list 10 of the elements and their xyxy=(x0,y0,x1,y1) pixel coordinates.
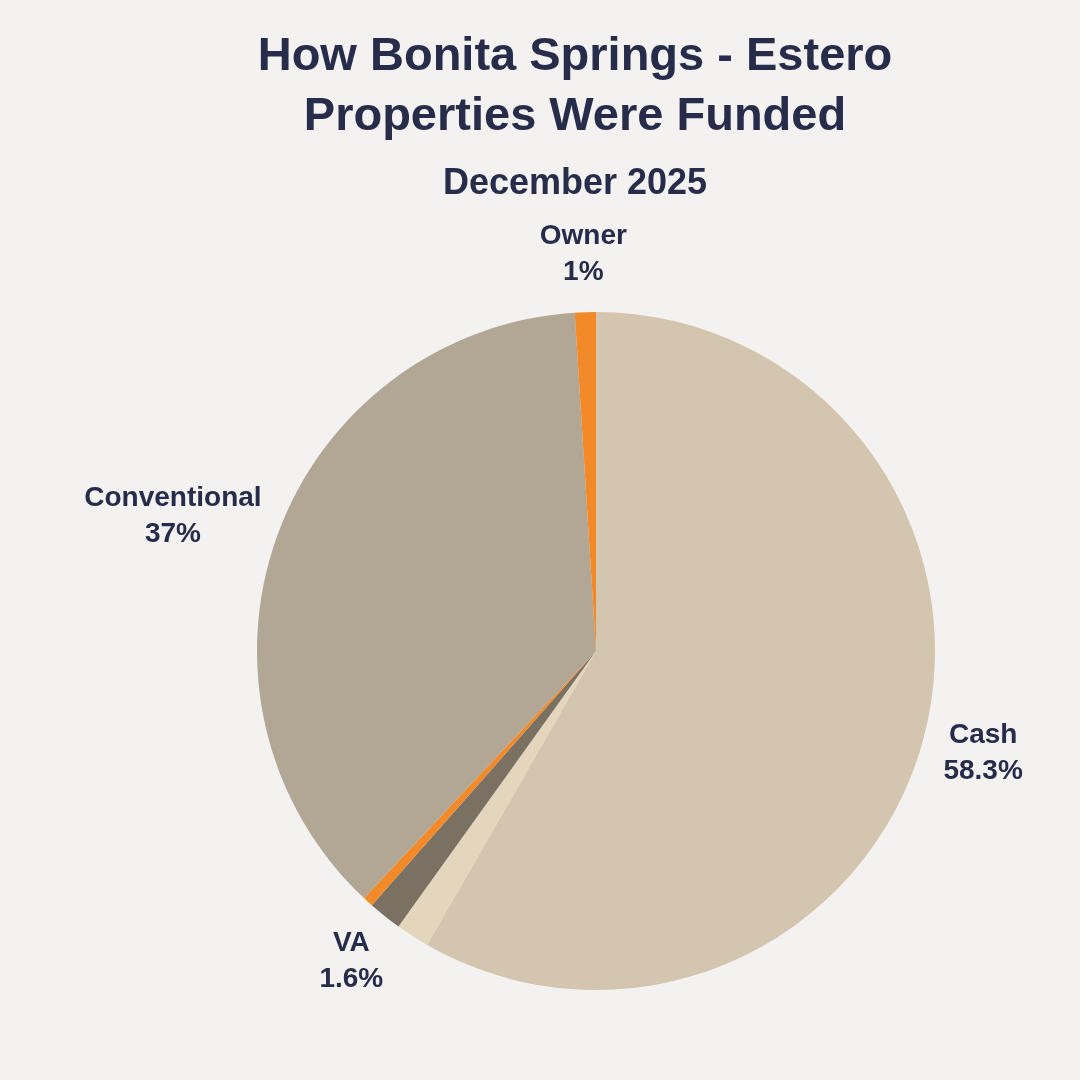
slice-label: VA xyxy=(332,926,370,958)
chart-subtitle: December 2025 xyxy=(441,160,709,204)
data-label: 37% xyxy=(144,517,202,549)
chart-title: How Bonita Springs - Estero Properties Were Funded xyxy=(256,26,894,142)
slice-label: Conventional xyxy=(84,481,262,513)
data-label: 1.6% xyxy=(319,962,384,994)
slice-label: Cash xyxy=(948,718,1018,750)
slice-label: Owner xyxy=(539,218,627,250)
data-label: 1% xyxy=(563,254,604,286)
data-label: 58.3% xyxy=(943,754,1023,786)
